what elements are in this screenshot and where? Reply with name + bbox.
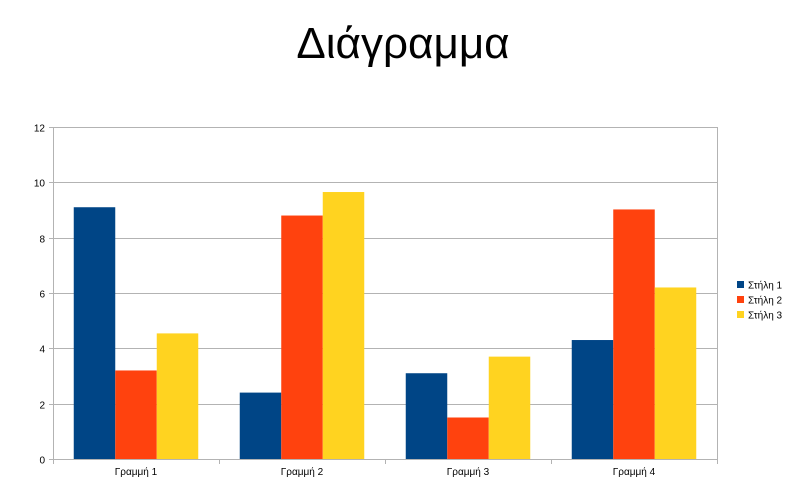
y-tick-label-3: 6 — [39, 290, 45, 301]
x-tick-label-2: Γραμμή 2 — [281, 466, 324, 478]
bar-series1-cat4 — [571, 340, 614, 459]
bar-series2-cat1 — [115, 370, 157, 459]
y-tick-label-6: 12 — [34, 124, 46, 135]
chart-title: Διάγραμμα — [296, 19, 510, 68]
bar-series3-cat1 — [156, 333, 199, 459]
bar-series2-cat3 — [447, 417, 489, 459]
legend-label-2: Στήλη 2 — [748, 295, 783, 307]
y-axis-tick-labels: 0 2 4 6 8 10 12 — [34, 124, 46, 467]
y-tick-label-4: 8 — [39, 235, 45, 246]
axes — [49, 127, 718, 464]
legend-label-3: Στήλη 3 — [748, 310, 783, 322]
y-tick-label-1: 2 — [39, 401, 45, 412]
legend: Στήλη 1 Στήλη 2 Στήλη 3 — [737, 280, 783, 322]
y-tick-label-0: 0 — [39, 456, 45, 467]
legend-swatch-2 — [737, 296, 744, 303]
bars — [73, 192, 697, 459]
legend-swatch-3 — [737, 311, 744, 318]
bar-series2-cat4 — [613, 209, 655, 459]
y-tick-label-5: 10 — [34, 179, 46, 190]
bar-series1-cat3 — [405, 373, 448, 459]
bar-series3-cat2 — [322, 192, 365, 459]
x-tick-label-4: Γραμμή 4 — [613, 466, 656, 478]
bar-series1-cat1 — [73, 207, 116, 459]
bar-series2-cat2 — [281, 215, 323, 459]
bar-series3-cat4 — [654, 287, 697, 459]
bar-series1-cat2 — [239, 392, 282, 459]
bar-series3-cat3 — [488, 356, 531, 459]
x-tick-label-1: Γραμμή 1 — [115, 466, 158, 478]
y-tick-label-2: 4 — [39, 345, 45, 356]
legend-swatch-1 — [737, 281, 744, 288]
legend-label-1: Στήλη 1 — [748, 280, 783, 292]
x-axis-tick-labels: Γραμμή 1 Γραμμή 2 Γραμμή 3 Γραμμή 4 — [115, 466, 656, 478]
x-tick-label-3: Γραμμή 3 — [447, 466, 490, 478]
